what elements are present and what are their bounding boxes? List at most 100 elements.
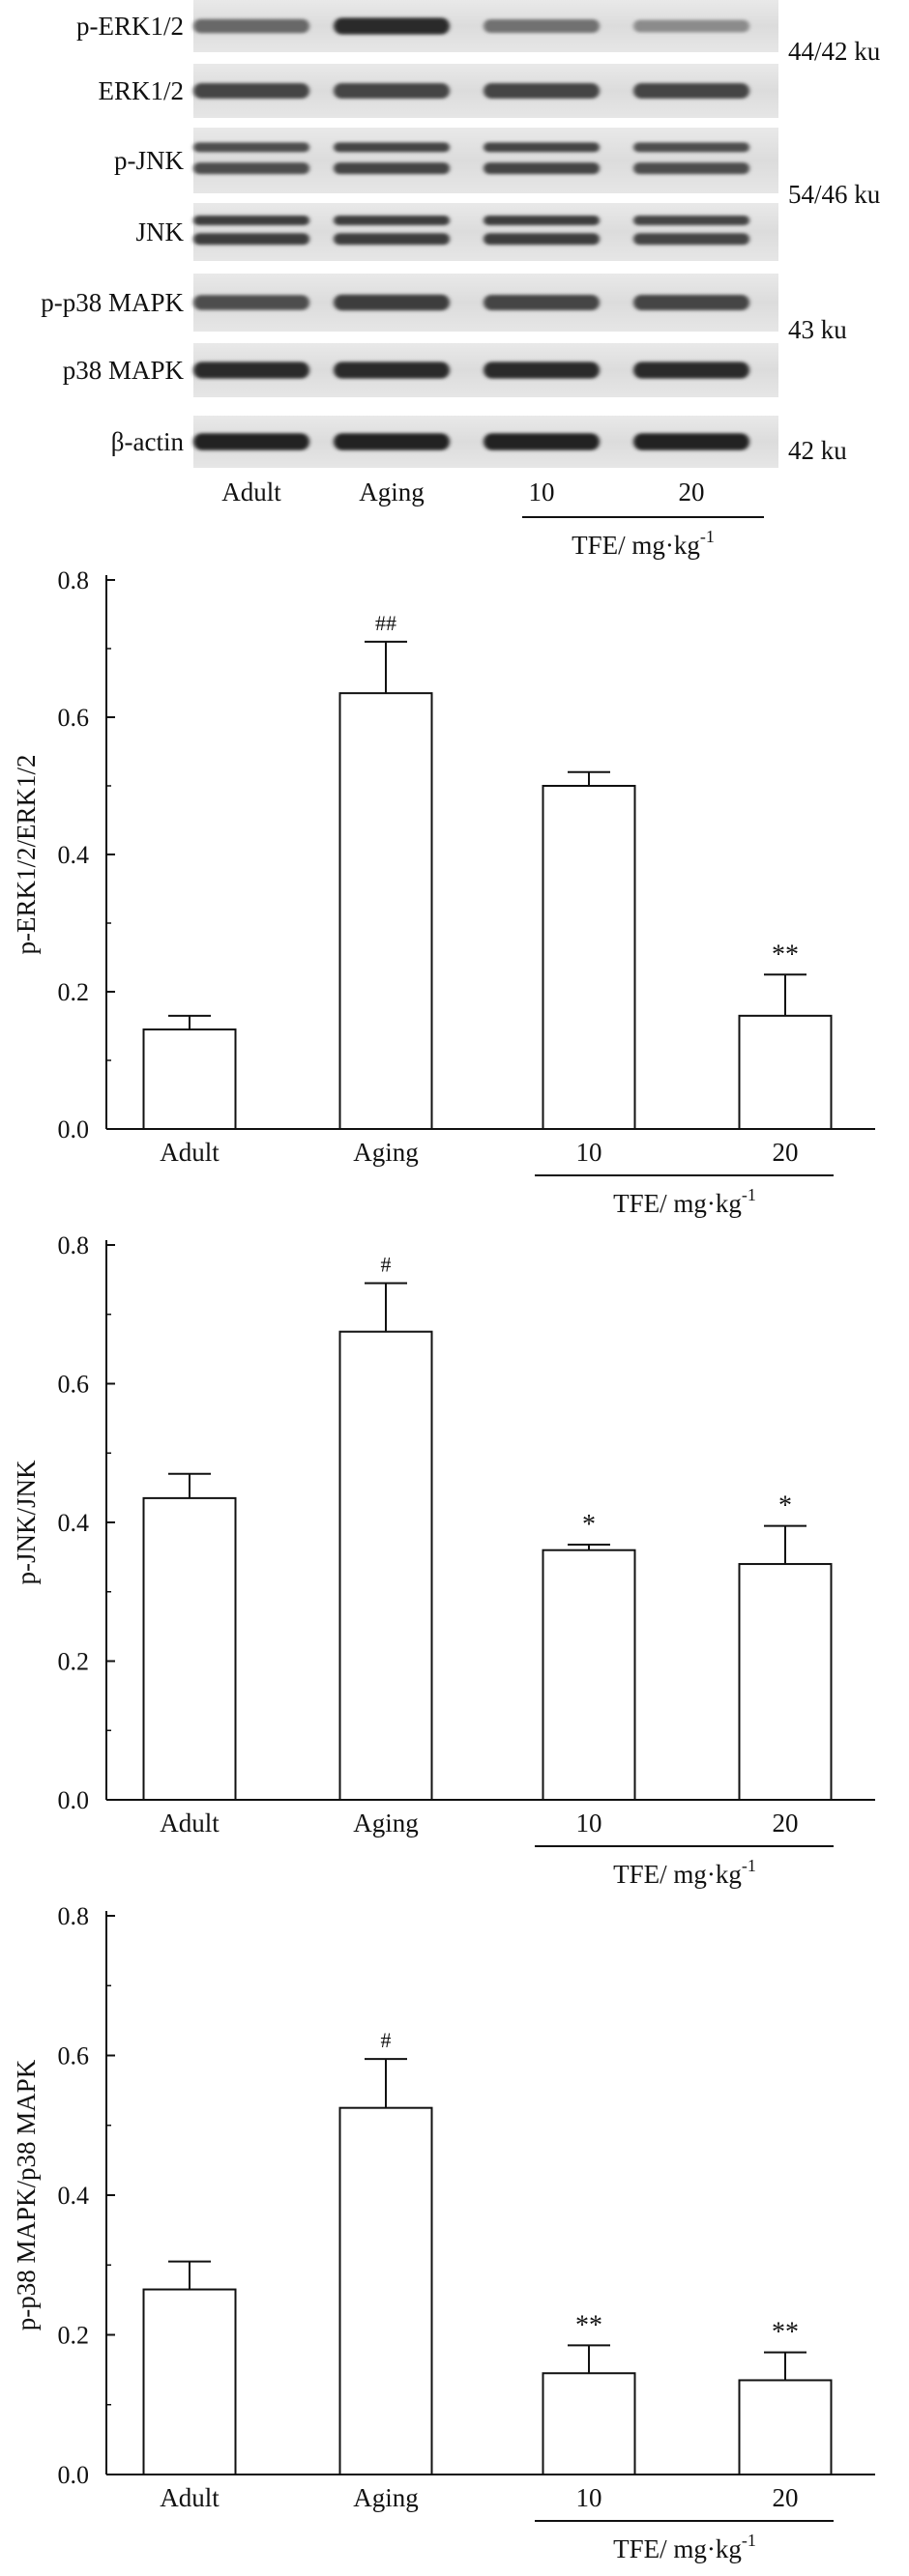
blot-band	[633, 19, 749, 33]
bar	[738, 1563, 833, 1802]
y-axis-label: p-JNK/JNK	[12, 1460, 41, 1585]
treatment-group-label-text: TFE/ mg·kg	[613, 1189, 742, 1218]
blot-row-label: JNK	[135, 217, 184, 246]
significance-marker: **	[575, 2310, 602, 2340]
bar-charts: 0.00.20.40.60.8p-ERK1/2/ERK1/2Adult##Agi…	[12, 566, 875, 2563]
bar	[738, 1014, 833, 1130]
y-tick-label: 0.8	[58, 1231, 90, 1259]
blot-band	[193, 433, 309, 450]
blot-band	[633, 233, 749, 246]
y-tick-label: 0.4	[58, 1509, 90, 1537]
blot-band	[484, 142, 600, 153]
bar	[738, 2379, 833, 2475]
treatment-group-label-superscript: -1	[742, 2531, 756, 2550]
blot-band	[334, 162, 450, 175]
bar	[338, 1330, 433, 1801]
blot-band	[484, 295, 600, 310]
lane-label: 20	[679, 478, 705, 507]
significance-marker: ##	[375, 611, 396, 635]
significance-marker: #	[381, 2028, 392, 2052]
y-tick-label: 0.2	[58, 2322, 90, 2350]
y-tick-label: 0.0	[58, 1786, 90, 1814]
x-tick-label: Adult	[160, 1809, 220, 1838]
blot-band	[633, 216, 749, 225]
blot-band	[193, 233, 309, 246]
western-blot-panel: p-ERK1/2 ERK1/2 p-JNK JNK p-p38 MAPK p38 MAPK…	[41, 0, 881, 560]
significance-marker: **	[772, 2318, 799, 2348]
blot-band	[633, 362, 749, 379]
blot-row-label: p-p38 MAPK	[41, 288, 184, 317]
bar	[142, 1028, 237, 1131]
molecular-weight-label: 44/42 ku	[788, 37, 881, 66]
y-tick-label: 0.6	[58, 704, 90, 732]
bar	[142, 2288, 237, 2476]
x-tick-label: Aging	[353, 1138, 419, 1167]
blot-band	[484, 233, 600, 246]
x-tick-label: 10	[576, 1809, 602, 1838]
bar-chart-3: 0.0 0.2 0.4 0.6 0.8 p-p38 MAPK/p38 MAPK Adult #…	[12, 1902, 875, 2563]
blot-band	[484, 83, 600, 99]
lane-label: 10	[529, 478, 555, 507]
blot-band	[633, 433, 749, 450]
blot-band	[193, 83, 309, 99]
x-tick-label: Adult	[160, 2483, 220, 2512]
treatment-group-label: TFE/ mg·kg-1	[613, 2531, 756, 2563]
y-tick-label: 0.6	[58, 2042, 90, 2070]
y-tick-label: 0.2	[58, 1648, 90, 1676]
blot-band	[334, 83, 450, 99]
bar	[338, 692, 433, 1131]
x-tick-label: 10	[576, 1138, 602, 1167]
lane-label: Aging	[359, 478, 425, 507]
bar	[542, 785, 636, 1130]
blot-row-label: p-JNK	[114, 146, 184, 175]
treatment-group-label-superscript: -1	[700, 527, 715, 546]
x-tick-label: 20	[773, 1809, 799, 1838]
blot-band	[633, 83, 749, 99]
blot-band	[193, 162, 309, 175]
x-tick-label: 20	[773, 1138, 799, 1167]
blot-band	[484, 433, 600, 450]
bar	[542, 1548, 636, 1801]
treatment-group-label-text: TFE/ mg·kg	[613, 1860, 742, 1889]
blot-band	[334, 216, 450, 225]
molecular-weight-label: 43 ku	[788, 315, 847, 344]
y-tick-label: 0.0	[58, 1115, 90, 1143]
x-tick-label: 20	[773, 2483, 799, 2512]
blot-strip	[193, 128, 778, 193]
significance-marker: **	[772, 940, 799, 970]
blot-band	[193, 216, 309, 225]
lane-label: Adult	[221, 478, 281, 507]
treatment-group-label: TFE/ mg·kg-1	[613, 1856, 756, 1889]
blot-band	[484, 362, 600, 379]
blot-band	[633, 142, 749, 153]
blot-band	[334, 142, 450, 153]
bar	[142, 1496, 237, 1801]
bar	[338, 2106, 433, 2475]
y-tick-label: 0.8	[58, 1902, 90, 1930]
x-tick-label: 10	[576, 2483, 602, 2512]
blot-band	[484, 19, 600, 33]
treatment-group-label-superscript: -1	[742, 1856, 756, 1875]
significance-marker: *	[582, 1510, 596, 1540]
molecular-weight-label: 42 ku	[788, 436, 847, 465]
blot-band	[193, 362, 309, 379]
x-tick-label: Aging	[353, 2483, 419, 2512]
x-tick-label: Adult	[160, 1138, 220, 1167]
blot-band	[484, 216, 600, 225]
blot-row-label: β-actin	[111, 427, 185, 456]
treatment-group-label-text: TFE/ mg·kg	[613, 2534, 742, 2563]
significance-marker: *	[778, 1491, 792, 1521]
blot-row-label: p38 MAPK	[63, 356, 185, 385]
y-tick-label: 0.8	[58, 566, 90, 594]
blot-strip	[193, 203, 778, 261]
treatment-group-label-superscript: -1	[742, 1185, 756, 1204]
treatment-group-label-text: TFE/ mg·kg	[572, 531, 700, 560]
y-axis-label: p-ERK1/2/ERK1/2	[12, 755, 41, 955]
blot-band	[334, 233, 450, 246]
treatment-group-label: TFE/ mg·kg-1	[572, 527, 715, 560]
y-tick-label: 0.4	[58, 2182, 90, 2210]
blot-band	[484, 162, 600, 175]
treatment-group-label: TFE/ mg·kg-1	[613, 1185, 756, 1218]
significance-marker: #	[381, 1252, 392, 1276]
blot-band	[334, 17, 450, 35]
